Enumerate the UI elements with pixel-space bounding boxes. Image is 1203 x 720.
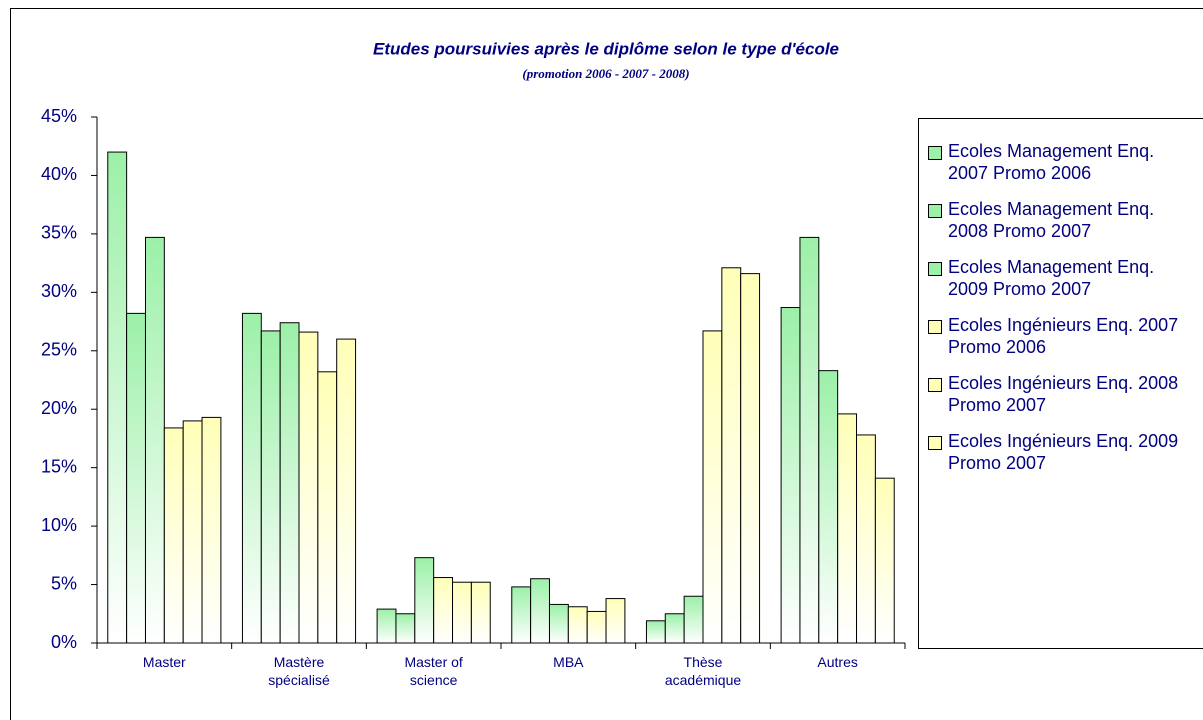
bar [452, 581, 472, 644]
bar [376, 608, 397, 644]
bar [702, 330, 723, 644]
bar [414, 557, 435, 644]
legend-swatch [928, 436, 942, 450]
bar [298, 331, 319, 644]
bar [395, 613, 416, 644]
bar [201, 416, 222, 644]
bar [818, 370, 839, 644]
legend-swatch [928, 204, 942, 218]
bar [470, 581, 491, 644]
x-tick-label: Autres [817, 654, 858, 670]
legend-swatch [928, 378, 942, 392]
bar [260, 330, 281, 644]
legend-swatch [928, 320, 942, 334]
legend-swatch [928, 146, 942, 160]
bar [721, 267, 742, 644]
bar [856, 434, 876, 644]
bar [837, 413, 858, 644]
bar [107, 151, 128, 644]
legend-box [918, 118, 1203, 649]
x-tick-label: Mastère spécialisé [268, 654, 330, 688]
bar [567, 606, 588, 644]
bar [241, 312, 262, 644]
bar [683, 595, 704, 644]
legend-label: Ecoles Management Enq. 2009 Promo 2007 [948, 257, 1155, 299]
bar [279, 322, 300, 644]
legend-label: Ecoles Management Enq. 2007 Promo 2006 [948, 141, 1155, 183]
y-tick-label: 30% [41, 281, 77, 301]
y-tick-label: 35% [41, 223, 77, 243]
bar [874, 477, 895, 644]
bar [126, 312, 146, 644]
legend-label: Ecoles Ingénieurs Enq. 2009 Promo 2007 [948, 431, 1179, 473]
chart-border [10, 8, 1203, 720]
bar [511, 586, 532, 644]
y-tick-label: 20% [41, 398, 77, 418]
y-tick-label: 10% [41, 515, 77, 535]
x-tick-label: Master of science [404, 654, 463, 688]
y-tick-label: 5% [51, 573, 77, 593]
bar [586, 610, 607, 644]
legend-label: Ecoles Ingénieurs Enq. 2007 Promo 2006 [948, 315, 1179, 357]
bar [317, 371, 338, 644]
y-tick-label: 15% [41, 456, 77, 476]
bar [605, 598, 626, 644]
bar [548, 603, 569, 644]
bar [780, 307, 801, 644]
bar [336, 338, 357, 644]
x-tick-label: MBA [553, 654, 584, 670]
x-tick-label: Master [142, 654, 186, 670]
bar [740, 273, 761, 644]
bar [182, 420, 203, 644]
legend-label: Ecoles Management Enq. 2008 Promo 2007 [948, 199, 1155, 241]
bar [645, 620, 666, 644]
chart-subtitle: (promotion 2006 - 2007 - 2008) [522, 66, 689, 81]
y-tick-label: 45% [41, 106, 77, 126]
bar [163, 427, 184, 644]
bar [433, 577, 454, 644]
chart-title: Etudes poursuivies après le diplôme selo… [373, 39, 839, 58]
x-tick-label: Thèse académique [664, 654, 742, 688]
legend-label: Ecoles Ingénieurs Enq. 2008 Promo 2007 [948, 373, 1179, 415]
bar [144, 236, 165, 644]
legend-swatch [928, 262, 942, 276]
y-tick-label: 40% [41, 164, 77, 184]
bar [530, 578, 550, 644]
bar [799, 236, 820, 644]
y-tick-label: 0% [51, 632, 77, 652]
y-tick-label: 25% [41, 340, 77, 360]
bar [664, 613, 685, 644]
